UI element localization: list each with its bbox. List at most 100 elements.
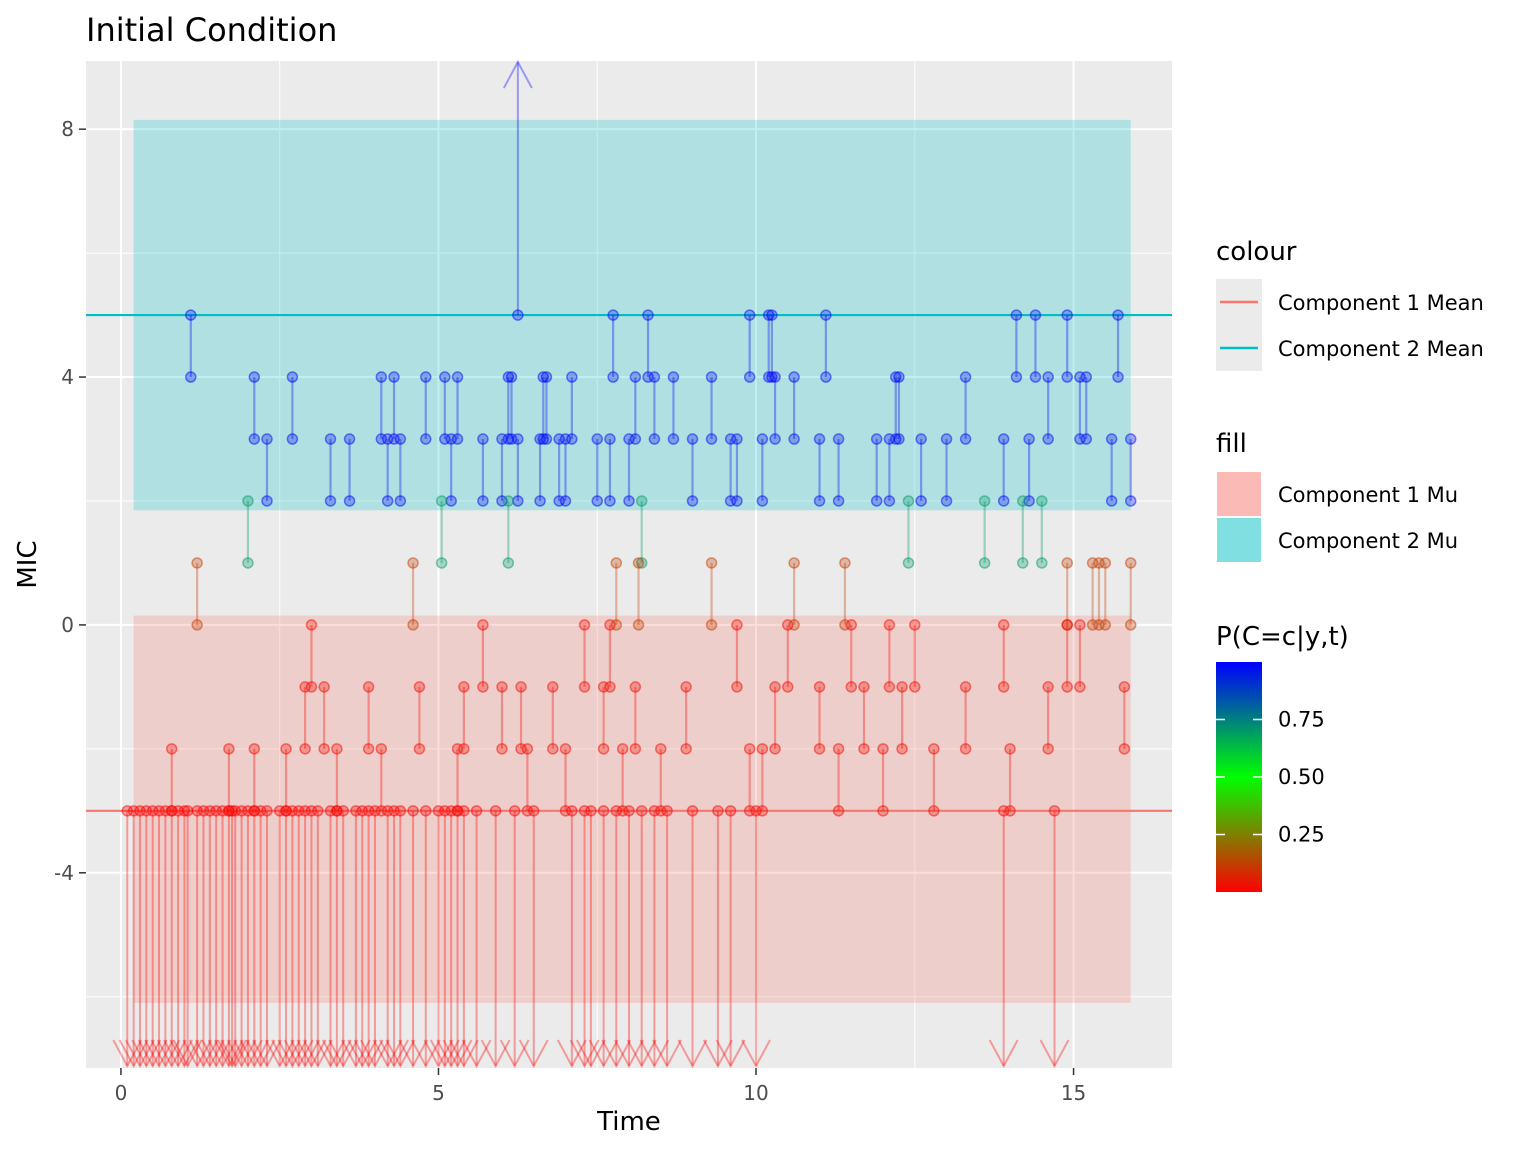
interval-segment bbox=[997, 619, 1010, 693]
interval-high-point bbox=[451, 371, 464, 383]
interval-high-point bbox=[1061, 557, 1073, 569]
interval-high-point bbox=[502, 371, 515, 383]
interval-high-point bbox=[505, 371, 518, 383]
arrow-head bbox=[169, 1039, 200, 1069]
colorbar-tick-label: 0.25 bbox=[1278, 823, 1325, 847]
censored-down-arrow bbox=[639, 805, 670, 1069]
censored-point bbox=[686, 805, 699, 817]
arrow-head bbox=[144, 1039, 174, 1069]
interval-high-point bbox=[502, 495, 515, 507]
arrow-head bbox=[226, 1039, 257, 1069]
interval-high-point bbox=[832, 433, 845, 445]
interval-low-point bbox=[1029, 371, 1042, 383]
interval-low-point bbox=[502, 557, 515, 569]
interval-high-point bbox=[629, 371, 642, 383]
arrow-head bbox=[626, 1039, 657, 1069]
interval-high-point bbox=[604, 433, 616, 445]
interval-segment bbox=[540, 371, 553, 445]
interval-segment bbox=[280, 743, 292, 817]
censored-down-arrow bbox=[576, 805, 606, 1069]
arrow-head bbox=[207, 1039, 238, 1069]
interval-segment bbox=[997, 433, 1010, 507]
arrow-head bbox=[277, 1039, 308, 1069]
interval-low-point bbox=[959, 743, 972, 755]
interval-high-point bbox=[375, 743, 388, 755]
legend-fill-label: Component 1 Mu bbox=[1278, 483, 1458, 507]
interval-segment bbox=[1118, 681, 1131, 755]
interval-low-point bbox=[248, 805, 261, 817]
arrow-head bbox=[614, 1039, 644, 1069]
interval-low-point bbox=[616, 805, 629, 817]
interval-segment bbox=[502, 371, 515, 445]
interval-high-point bbox=[242, 495, 254, 507]
interval-segment bbox=[1036, 495, 1048, 569]
arrow-head bbox=[569, 1039, 600, 1069]
interval-low-point bbox=[1099, 619, 1112, 631]
interval-segment bbox=[1080, 371, 1093, 445]
interval-low-point bbox=[165, 805, 178, 817]
interval-high-point bbox=[762, 309, 775, 321]
interval-low-point bbox=[331, 805, 343, 817]
interval-segment bbox=[261, 433, 273, 507]
arrow-head bbox=[233, 1039, 263, 1069]
interval-high-point bbox=[1124, 557, 1137, 569]
interval-low-point bbox=[1017, 557, 1029, 569]
censored-down-arrow bbox=[677, 805, 708, 1069]
interval-low-point bbox=[959, 433, 972, 445]
interval-low-point bbox=[870, 495, 883, 507]
interval-low-point bbox=[324, 495, 337, 507]
interval-high-point bbox=[1080, 371, 1093, 383]
interval-high-point bbox=[769, 681, 781, 693]
colorbar-tick-label: 0.50 bbox=[1278, 765, 1325, 789]
interval-segment bbox=[731, 433, 743, 507]
interval-low-point bbox=[1124, 495, 1137, 507]
interval-low-point bbox=[1004, 805, 1016, 817]
censored-down-arrow bbox=[703, 805, 733, 1069]
interval-segment bbox=[537, 371, 550, 445]
interval-low-point bbox=[413, 743, 426, 755]
interval-low-point bbox=[1061, 681, 1073, 693]
arrow-head bbox=[556, 1039, 587, 1069]
interval-high-point bbox=[521, 743, 534, 755]
interval-high-point bbox=[1124, 433, 1137, 445]
arrow-head bbox=[163, 1039, 193, 1069]
arrow-head bbox=[245, 1039, 276, 1069]
interval-segment bbox=[185, 309, 197, 383]
legend-colour-label: Component 2 Mean bbox=[1278, 337, 1484, 361]
interval-low-point bbox=[512, 495, 524, 507]
censored-point bbox=[597, 805, 610, 817]
interval-segment bbox=[559, 743, 572, 817]
interval-high-point bbox=[858, 681, 870, 693]
arrow-head bbox=[442, 1039, 473, 1069]
interval-segment bbox=[248, 743, 261, 817]
interval-high-point bbox=[915, 433, 927, 445]
interval-segment bbox=[1061, 309, 1073, 383]
censored-down-arrow bbox=[252, 805, 282, 1069]
interval-high-point bbox=[439, 371, 451, 383]
arrow-head bbox=[290, 1039, 320, 1069]
interval-high-point bbox=[1099, 557, 1112, 569]
interval-high-point bbox=[299, 681, 311, 693]
interval-low-point bbox=[607, 371, 619, 383]
arrow-head bbox=[172, 1039, 203, 1069]
arrow-head bbox=[150, 1039, 181, 1069]
interval-low-point bbox=[185, 371, 197, 383]
interval-low-point bbox=[248, 433, 261, 445]
censored-down-arrow bbox=[499, 805, 530, 1069]
interval-segment bbox=[743, 309, 756, 383]
arrow-head bbox=[353, 1039, 384, 1069]
interval-high-point bbox=[477, 619, 489, 631]
arrow-head bbox=[252, 1039, 282, 1069]
interval-high-point bbox=[165, 743, 178, 755]
interval-high-point bbox=[261, 433, 273, 445]
interval-segment bbox=[1042, 371, 1054, 445]
arrow-head bbox=[601, 1039, 632, 1069]
interval-high-point bbox=[756, 743, 769, 755]
interval-segment bbox=[623, 433, 635, 507]
interval-high-point bbox=[820, 309, 832, 321]
interval-low-point bbox=[1042, 433, 1054, 445]
interval-high-point bbox=[1004, 743, 1016, 755]
interval-high-point bbox=[610, 557, 623, 569]
interval-segment bbox=[566, 371, 578, 445]
censored-down-arrow bbox=[302, 805, 333, 1069]
